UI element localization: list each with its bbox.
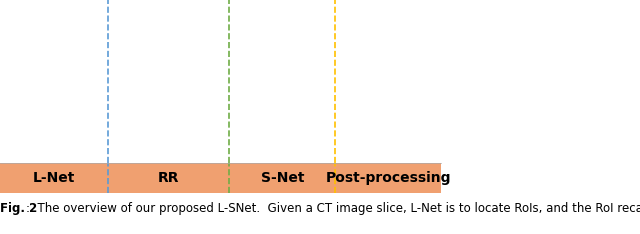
FancyBboxPatch shape (0, 0, 441, 163)
Text: Fig. 2: Fig. 2 (0, 202, 37, 216)
FancyBboxPatch shape (0, 163, 441, 193)
Text: RR: RR (158, 171, 179, 185)
Text: L-Net: L-Net (33, 171, 76, 185)
Text: S-Net: S-Net (260, 171, 304, 185)
Text: Post-processing: Post-processing (325, 171, 451, 185)
Text: :  The overview of our proposed L-SNet.  Given a CT image slice, L-Net is to loc: : The overview of our proposed L-SNet. G… (26, 202, 640, 216)
